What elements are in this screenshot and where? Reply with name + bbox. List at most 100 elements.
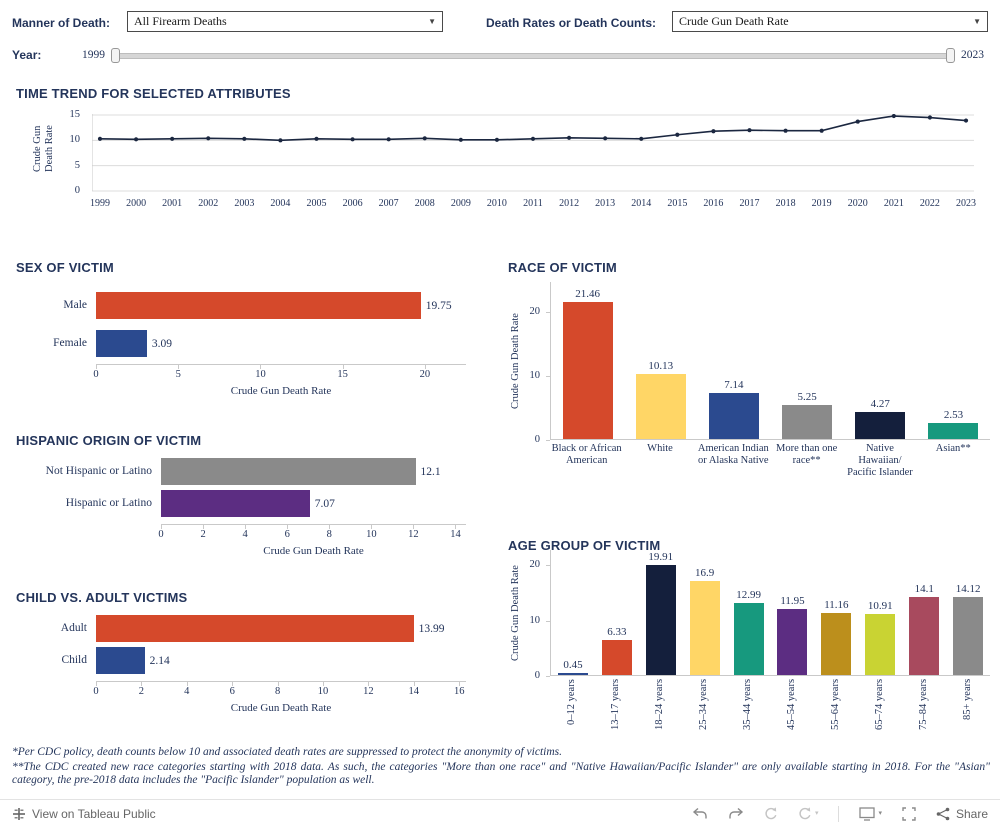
data-point-2001[interactable] bbox=[170, 136, 175, 141]
slider-handle-end[interactable] bbox=[946, 47, 955, 63]
bar-column-black-or-african-american: 21.46 bbox=[551, 288, 624, 439]
tick-label: 10 bbox=[69, 134, 81, 146]
category-label-18-24-years: 18–24 years bbox=[638, 679, 682, 739]
data-point-2023[interactable] bbox=[963, 118, 969, 123]
category-labels: 0–12 years 13–17 years 18–24 years 25–34 ye… bbox=[550, 679, 990, 739]
data-point-2012[interactable] bbox=[566, 135, 572, 140]
data-point-2018[interactable] bbox=[783, 128, 788, 133]
bar-column-75-84-years: 14.1 bbox=[902, 583, 946, 675]
data-point-1999[interactable] bbox=[97, 136, 103, 141]
data-point-2010[interactable] bbox=[494, 137, 500, 142]
bar-black-or-african-american[interactable] bbox=[562, 301, 613, 439]
bar-male[interactable] bbox=[96, 292, 421, 319]
bar-45-54-years[interactable] bbox=[777, 608, 808, 675]
bar-55-64-years[interactable] bbox=[821, 613, 852, 675]
bar-0-12-years[interactable] bbox=[557, 672, 588, 675]
bar-hispanic-or-latino[interactable] bbox=[161, 490, 310, 517]
data-point-2006[interactable] bbox=[350, 137, 355, 142]
measure-value: Crude Gun Death Rate bbox=[679, 14, 789, 28]
data-point-2007[interactable] bbox=[386, 137, 391, 142]
data-point-2016[interactable] bbox=[711, 129, 716, 134]
revert-button[interactable] bbox=[764, 806, 778, 821]
footnotes: *Per CDC policy, death counts below 10 a… bbox=[12, 746, 990, 788]
manner-of-death-dropdown[interactable]: All Firearm Deaths ▼ bbox=[127, 11, 443, 32]
child_adult-rows: Adult 13.99 Child 2.14 bbox=[16, 615, 466, 674]
category-label-american-indian-or-alaska-native: American Indian or Alaska Native bbox=[697, 443, 769, 466]
bar-female[interactable] bbox=[96, 330, 147, 357]
tick-label: 15 bbox=[69, 109, 81, 120]
bar-65-74-years[interactable] bbox=[865, 614, 896, 675]
category-label-0-12-years: 0–12 years bbox=[550, 679, 594, 739]
bar-column-65-74-years: 10.91 bbox=[858, 600, 902, 675]
data-point-2021[interactable] bbox=[891, 114, 896, 119]
bar-white[interactable] bbox=[635, 374, 686, 439]
data-point-2015[interactable] bbox=[675, 132, 680, 137]
fullscreen-button[interactable] bbox=[902, 806, 916, 821]
undo-button[interactable] bbox=[692, 807, 708, 821]
bar-35-44-years[interactable] bbox=[733, 602, 764, 675]
bar-adult[interactable] bbox=[96, 615, 414, 642]
tick-label: 5 bbox=[74, 159, 80, 171]
bar-85-years[interactable] bbox=[953, 596, 984, 675]
bar-column-asian: 2.53 bbox=[917, 409, 990, 439]
bar-asian[interactable] bbox=[928, 422, 979, 439]
view-on-tableau-label: View on Tableau Public bbox=[32, 806, 156, 821]
refresh-button[interactable]: ▾ bbox=[798, 806, 818, 821]
data-point-2005[interactable] bbox=[314, 136, 319, 141]
tick-label-year: 2011 bbox=[523, 198, 543, 209]
slider-handle-start[interactable] bbox=[111, 47, 120, 63]
value-label: 19.75 bbox=[425, 299, 452, 312]
view-on-tableau-link[interactable]: View on Tableau Public bbox=[12, 807, 156, 821]
chevron-down-icon: ▼ bbox=[428, 17, 436, 26]
data-point-2003[interactable] bbox=[242, 136, 247, 141]
data-point-2019[interactable] bbox=[819, 128, 824, 133]
bar-column-35-44-years: 12.99 bbox=[727, 589, 771, 675]
tick-label-year: 2006 bbox=[342, 198, 363, 209]
redo-button[interactable] bbox=[728, 807, 744, 821]
plot-area: 21.46 10.13 7.14 5.25 4.27 2.53 bbox=[550, 282, 990, 440]
slider-track[interactable] bbox=[112, 52, 954, 59]
tableau-toolbar: View on Tableau Public ▾ ▾ bbox=[0, 799, 1000, 827]
age-group-title: AGE GROUP OF VICTIM bbox=[508, 538, 661, 553]
device-layout-button[interactable]: ▾ bbox=[859, 806, 882, 821]
data-point-2004[interactable] bbox=[278, 138, 283, 143]
bar-american-indian-or-alaska-native[interactable] bbox=[708, 393, 759, 439]
bar-more-than-one-race[interactable] bbox=[782, 405, 833, 439]
data-point-2009[interactable] bbox=[458, 137, 463, 142]
bar-25-34-years[interactable] bbox=[689, 581, 720, 675]
category-label-white: White bbox=[647, 443, 673, 454]
data-point-2008[interactable] bbox=[422, 136, 427, 141]
tick-label-year: 2007 bbox=[378, 198, 399, 209]
value-label: 12.1 bbox=[420, 465, 441, 478]
bar-13-17-years[interactable] bbox=[601, 639, 632, 675]
value-label: 2.53 bbox=[943, 408, 964, 421]
data-point-2002[interactable] bbox=[206, 136, 211, 141]
tick-label-year: 2017 bbox=[739, 198, 760, 209]
tick-label: 0 bbox=[93, 686, 99, 697]
tick-label: 0 bbox=[93, 369, 99, 380]
year-range-slider[interactable] bbox=[111, 47, 955, 64]
data-point-2020[interactable] bbox=[855, 119, 860, 124]
bar-18-24-years[interactable] bbox=[645, 564, 676, 675]
tick-mark bbox=[141, 682, 143, 686]
data-point-2022[interactable] bbox=[927, 115, 933, 120]
bar-native-hawaiian-pacific-islander[interactable] bbox=[855, 411, 906, 439]
bar-not-hispanic-or-latino[interactable] bbox=[161, 458, 416, 485]
tick-label: 6 bbox=[229, 686, 235, 697]
data-point-2011[interactable] bbox=[530, 136, 536, 141]
tick-mark bbox=[232, 682, 234, 686]
trend-plot bbox=[92, 114, 974, 192]
measure-dropdown[interactable]: Crude Gun Death Rate ▼ bbox=[672, 11, 988, 32]
share-button[interactable]: Share bbox=[936, 807, 988, 821]
tick-label-year: 2014 bbox=[631, 198, 652, 209]
bar-child[interactable] bbox=[96, 647, 145, 674]
tick-label-year: 2012 bbox=[559, 198, 580, 209]
data-point-2017[interactable] bbox=[747, 128, 752, 133]
bar-75-84-years[interactable] bbox=[909, 596, 940, 675]
data-point-2013[interactable] bbox=[603, 136, 608, 141]
data-point-2014[interactable] bbox=[639, 136, 644, 141]
tick-mark bbox=[371, 525, 373, 529]
tick-mark bbox=[329, 525, 331, 529]
data-point-2000[interactable] bbox=[133, 137, 139, 142]
